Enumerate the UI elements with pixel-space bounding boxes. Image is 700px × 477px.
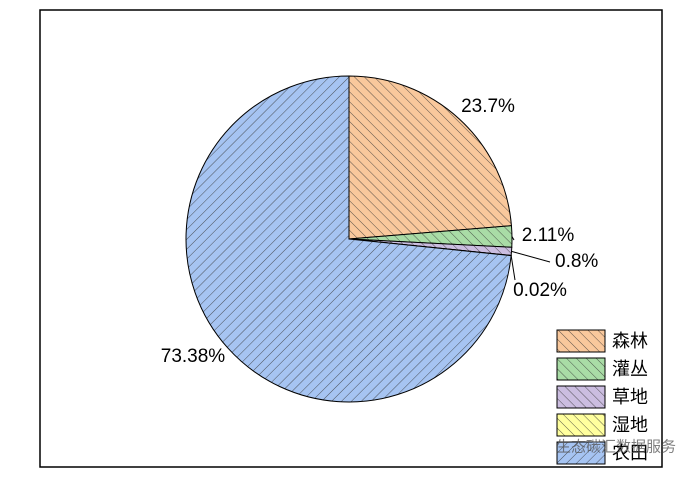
data-label: 0.02%	[513, 280, 567, 301]
leader-line	[510, 255, 516, 281]
legend-swatch	[556, 385, 606, 409]
leader-line	[511, 236, 515, 241]
legend-label: 灌丛	[612, 359, 648, 380]
legend-label: 草地	[612, 387, 648, 408]
legend-swatch	[556, 329, 606, 353]
data-label: 2.11%	[522, 225, 575, 246]
legend-swatch	[556, 357, 606, 381]
legend-label: 农田	[612, 443, 648, 464]
pie-slice	[348, 75, 512, 240]
pie-slice	[185, 75, 512, 403]
data-label: 73.38%	[161, 346, 226, 367]
data-label: 0.8%	[555, 251, 598, 272]
data-label: 23.7%	[461, 96, 515, 117]
legend-label: 湿地	[612, 415, 648, 436]
legend-swatch	[556, 441, 606, 465]
leader-line	[511, 250, 551, 263]
legend-label: 森林	[612, 331, 648, 352]
watermark: 生态碳汇数据服务	[556, 438, 676, 456]
legend-swatch	[556, 413, 606, 437]
